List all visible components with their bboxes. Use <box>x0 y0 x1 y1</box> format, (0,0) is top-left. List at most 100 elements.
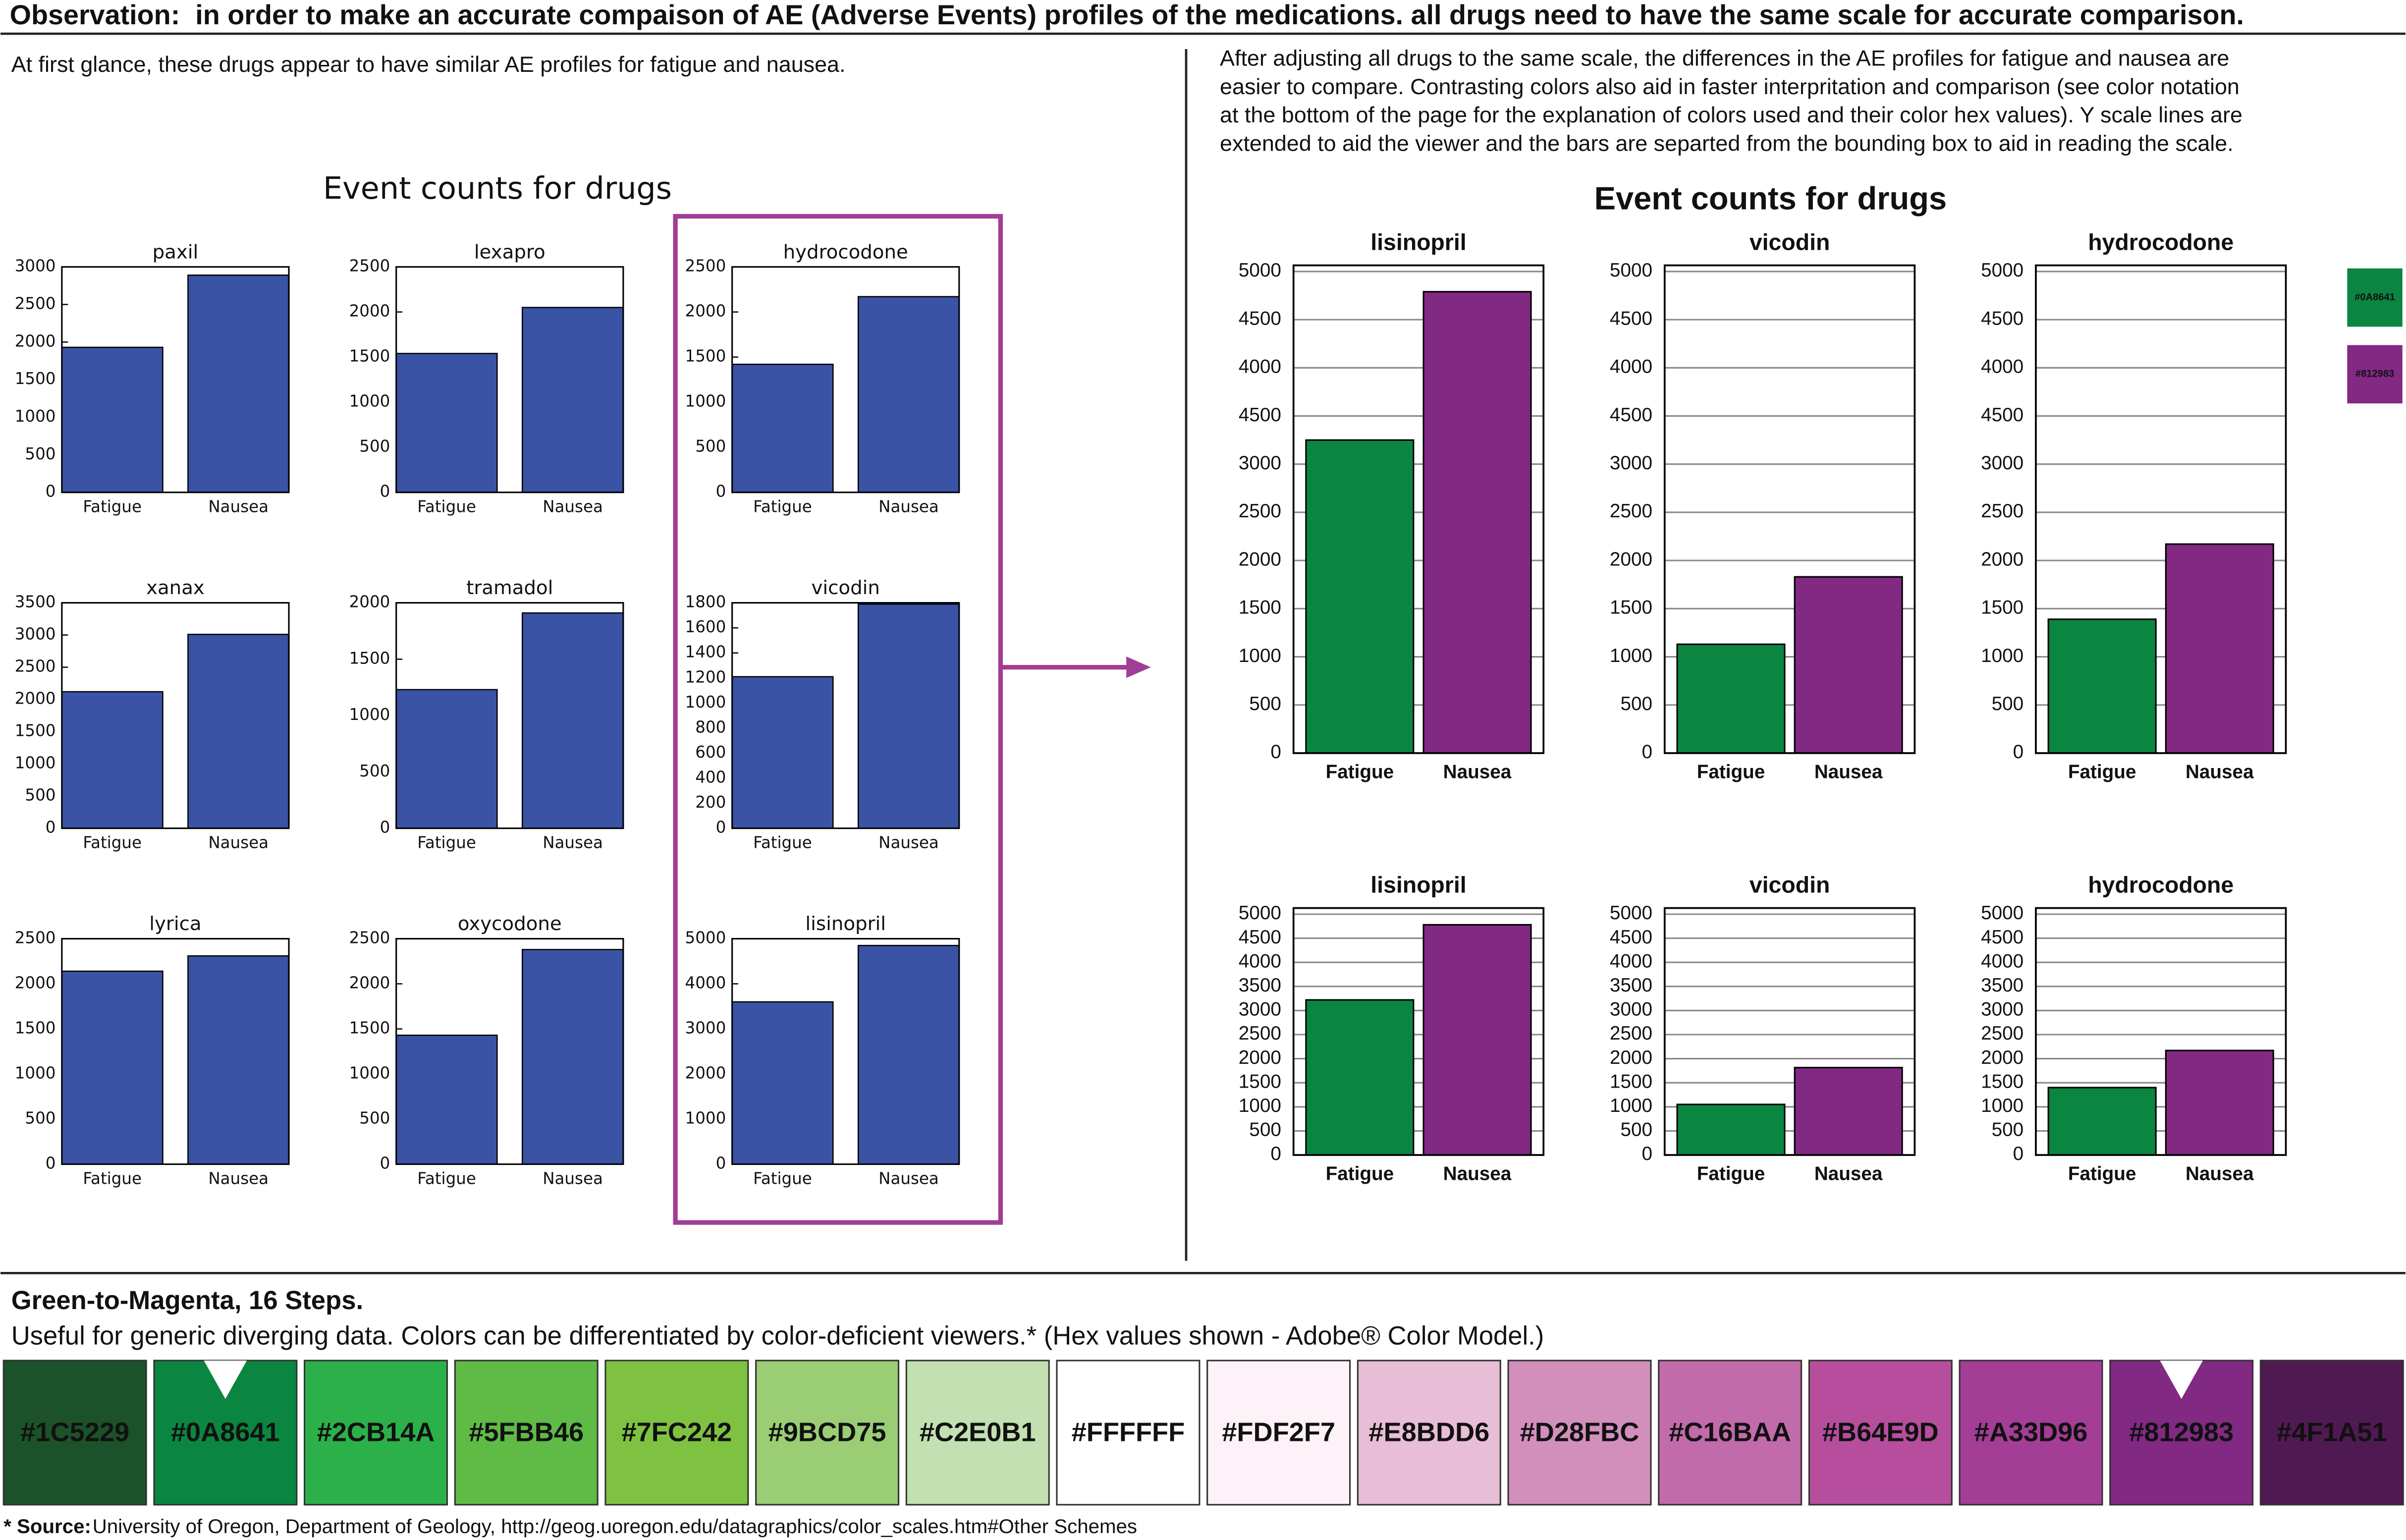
y-tick-label: 500 <box>25 1109 55 1128</box>
bar <box>395 1035 498 1165</box>
bar <box>731 676 834 829</box>
y-tick-label: 2000 <box>349 974 390 992</box>
y-tick-label: 2000 <box>1239 549 1281 570</box>
y-tick-label: 2000 <box>1981 549 2023 570</box>
x-tick-label: Fatigue <box>1697 761 1765 782</box>
y-tick-label: 500 <box>1249 693 1281 715</box>
swatch-label: #4F1A51 <box>2277 1418 2387 1447</box>
plot-frame <box>2035 264 2287 754</box>
palette-swatch <box>454 1360 599 1506</box>
y-tick-label: 2000 <box>349 302 390 321</box>
chart-title: lyrica <box>149 913 201 935</box>
x-tick-label: Fatigue <box>1697 1163 1765 1184</box>
y-tick-label: 1000 <box>685 1109 726 1128</box>
y-tick-label: 400 <box>695 768 726 787</box>
x-tick-label: Nausea <box>543 497 603 516</box>
x-tick-label: Fatigue <box>83 497 142 516</box>
palette-swatch <box>1507 1360 1652 1506</box>
plot-frame <box>395 266 624 494</box>
y-tick-label: 0 <box>46 818 56 837</box>
y-tick-label: 0 <box>716 818 726 837</box>
bar <box>2047 1087 2157 1156</box>
y-tick-label: 0 <box>380 1154 390 1173</box>
y-tick-label: 4500 <box>1239 927 1281 948</box>
y-tick-label: 2500 <box>685 257 726 275</box>
x-tick-label: Fatigue <box>1326 1163 1394 1184</box>
y-tick-label: 2500 <box>1610 1023 1652 1044</box>
left-title: Event counts for drugs <box>323 170 672 206</box>
y-tick-label: 3000 <box>15 625 56 644</box>
y-tick-label: 1200 <box>685 667 726 686</box>
x-tick-label: Fatigue <box>753 1169 812 1188</box>
y-tick-label: 2000 <box>1610 1047 1652 1068</box>
y-tick-label: 1500 <box>1981 597 2023 618</box>
swatch-label: #9BCD75 <box>768 1418 886 1447</box>
y-tick-label: 500 <box>695 437 726 456</box>
bar <box>1794 1067 1903 1156</box>
bar <box>61 691 164 829</box>
bar <box>521 612 624 829</box>
y-tick-label: 500 <box>1992 1119 2024 1141</box>
y-tick-label: 1500 <box>349 649 390 667</box>
y-tick-label: 4500 <box>1610 927 1652 948</box>
bar <box>1422 291 1532 754</box>
legend-label: #0A8641 <box>2354 292 2395 303</box>
y-tick-label: 3000 <box>1610 999 1652 1020</box>
y-tick-label: 500 <box>1620 1119 1652 1141</box>
y-tick-label: 1500 <box>15 721 56 740</box>
bar <box>857 944 960 1165</box>
y-tick-label: 2000 <box>15 331 56 350</box>
bar <box>395 353 498 493</box>
y-tick-label: 600 <box>695 743 726 762</box>
y-tick-label: 2500 <box>1239 500 1281 522</box>
y-tick-label: 1400 <box>685 643 726 661</box>
y-tick-label: 3000 <box>1239 999 1281 1020</box>
plot-frame <box>61 937 290 1165</box>
bar <box>857 296 960 493</box>
chart-title: vicodin <box>812 577 880 599</box>
y-tick-label: 1000 <box>685 693 726 712</box>
y-tick-label: 4000 <box>1610 950 1652 972</box>
y-tick-label: 4000 <box>1981 950 2023 972</box>
x-tick-label: Fatigue <box>417 1169 476 1188</box>
y-tick-label: 0 <box>380 818 390 837</box>
source-text: University of Oregon, Department of Geol… <box>93 1515 1137 1538</box>
chart-title: hydrocodone <box>783 241 908 263</box>
x-tick-label: Fatigue <box>83 833 142 852</box>
y-tick-label: 0 <box>46 1154 56 1173</box>
y-tick-label: 3000 <box>1981 999 2023 1020</box>
y-tick-label: 500 <box>359 1109 390 1128</box>
x-tick-label: Nausea <box>2186 1163 2254 1184</box>
swatch-label: #C16BAA <box>1669 1418 1791 1447</box>
y-tick-label: 0 <box>2013 741 2024 763</box>
y-tick-label: 500 <box>1249 1119 1281 1141</box>
plot-frame <box>2035 907 2287 1156</box>
palette-swatch <box>1658 1360 1803 1506</box>
y-tick-label: 1000 <box>349 1064 390 1083</box>
y-tick-label: 2500 <box>15 657 56 676</box>
y-tick-label: 1000 <box>1981 645 2023 666</box>
x-tick-label: Nausea <box>1814 1163 1883 1184</box>
swatch-label: #C2E0B1 <box>920 1418 1036 1447</box>
right-title: Event counts for drugs <box>1594 180 1947 217</box>
x-tick-label: Nausea <box>1443 761 1512 782</box>
source-label: * Source: <box>3 1515 91 1538</box>
y-tick-label: 2000 <box>685 302 726 321</box>
bar <box>1676 643 1786 754</box>
y-tick-label: 1500 <box>15 1019 56 1038</box>
y-tick-label: 500 <box>359 762 390 780</box>
bar <box>187 955 290 1165</box>
y-tick-label: 1500 <box>349 347 390 366</box>
palette-swatch <box>755 1360 900 1506</box>
y-tick-label: 2500 <box>1239 1023 1281 1044</box>
y-tick-label: 1500 <box>15 369 56 388</box>
arrow-head <box>1126 656 1151 678</box>
y-tick-label: 4500 <box>1981 927 2023 948</box>
palette-swatch <box>1808 1360 1953 1506</box>
x-tick-label: Nausea <box>878 1169 939 1188</box>
bar <box>395 689 498 829</box>
y-tick-label: 0 <box>1641 741 1652 763</box>
y-tick-label: 1000 <box>1239 645 1281 666</box>
y-tick-label: 5000 <box>1981 902 2023 924</box>
